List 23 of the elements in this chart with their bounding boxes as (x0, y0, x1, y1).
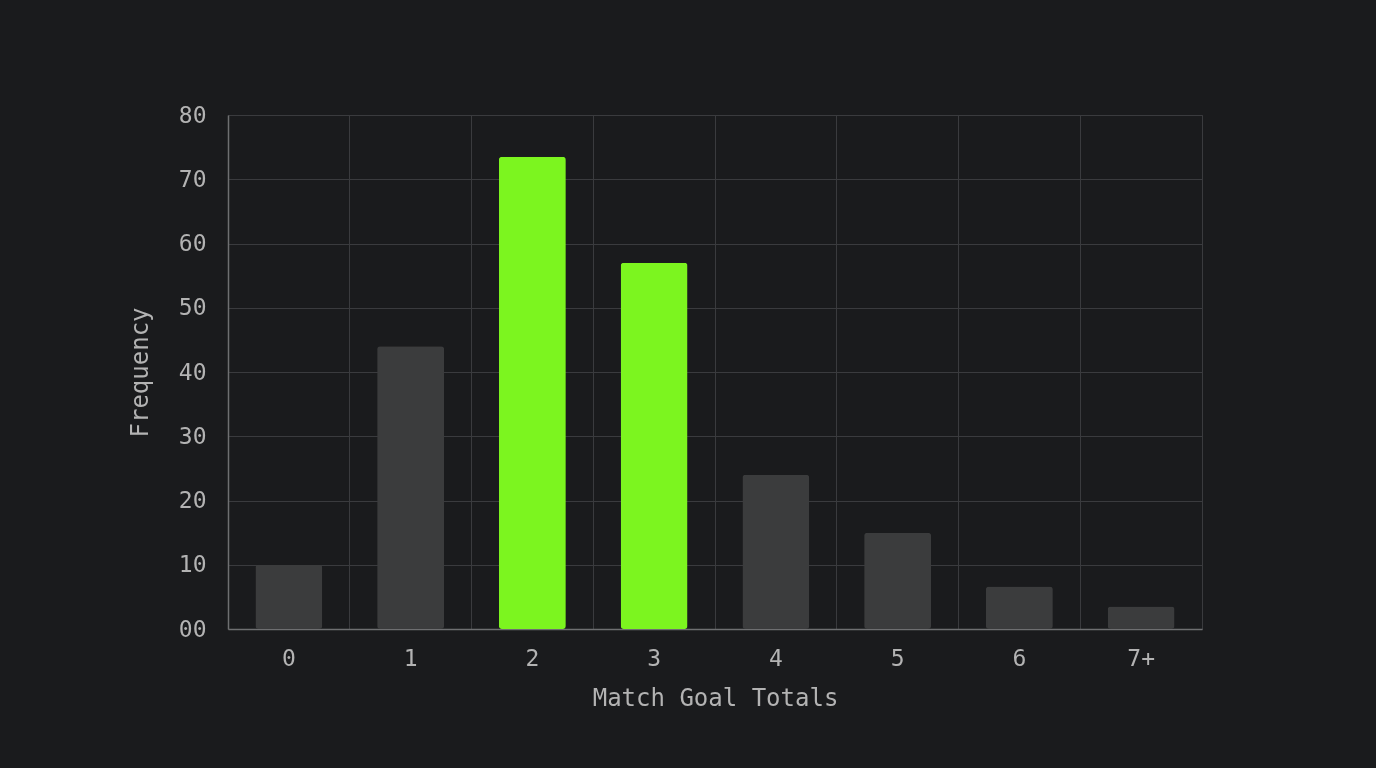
x-tick-label: 1 (403, 644, 418, 671)
y-tick-label: 50 (178, 294, 207, 321)
y-tick-label: 20 (178, 487, 207, 513)
bar (498, 156, 566, 629)
x-tick-label: 4 (768, 644, 783, 671)
bar (985, 586, 1053, 629)
x-tick-label: 5 (890, 644, 905, 671)
y-tick-label: 30 (178, 422, 207, 449)
x-tick-label: 0 (281, 644, 296, 671)
y-tick-label: 80 (178, 101, 207, 128)
x-tick-label: 2 (525, 644, 540, 671)
x-axis-title: Match Goal Totals (592, 683, 839, 712)
bar (1107, 606, 1175, 629)
y-tick-label: 40 (178, 358, 207, 385)
bar (620, 262, 688, 629)
x-tick-label: 3 (647, 644, 662, 671)
y-tick-label: 70 (178, 165, 207, 192)
y-tick-label: 00 (178, 615, 207, 642)
x-tick-label: 6 (1012, 644, 1027, 671)
y-axis-title: Frequency (125, 307, 154, 438)
x-tick-label: 7+ (1127, 644, 1155, 671)
y-tick-label: 60 (178, 230, 207, 256)
y-tick-label: 10 (178, 551, 207, 578)
